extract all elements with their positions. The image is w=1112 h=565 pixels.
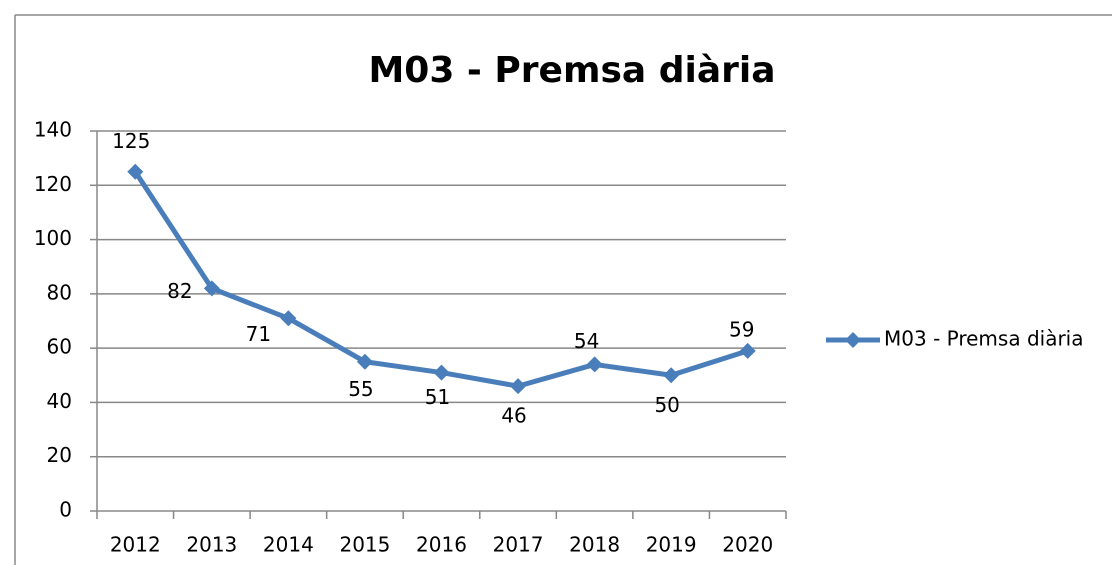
marker <box>739 342 756 359</box>
y-tick-label: 20 <box>47 443 72 467</box>
y-tick-label: 120 <box>34 172 72 196</box>
x-tick-label: 2019 <box>646 533 697 557</box>
y-tick-label: 60 <box>47 335 72 359</box>
x-tick-label: 2017 <box>493 533 544 557</box>
data-label: 71 <box>246 322 271 346</box>
x-tick-label: 2018 <box>569 533 620 557</box>
y-tick-label: 0 <box>59 498 72 522</box>
data-label: 55 <box>348 377 373 401</box>
chart-title: M03 - Premsa diària <box>368 50 775 91</box>
x-tick-label: 2015 <box>339 533 390 557</box>
legend-label: M03 - Premsa diària <box>884 327 1084 351</box>
y-tick-label: 40 <box>47 389 72 413</box>
x-tick-label: 2020 <box>722 533 773 557</box>
marker <box>586 356 603 373</box>
data-label: 50 <box>654 393 679 417</box>
x-tick-label: 2012 <box>110 533 161 557</box>
x-tick-label: 2014 <box>263 533 314 557</box>
y-tick-label: 140 <box>34 118 72 142</box>
y-tick-label: 100 <box>34 226 72 250</box>
marker <box>663 367 680 384</box>
x-tick-label: 2016 <box>416 533 467 557</box>
marker <box>510 378 527 395</box>
marker <box>280 310 297 327</box>
data-label: 59 <box>729 317 754 341</box>
marker <box>127 163 144 180</box>
x-tick-label: 2013 <box>186 533 237 557</box>
data-label: 54 <box>574 329 599 353</box>
marker <box>356 353 373 370</box>
data-label: 46 <box>501 404 526 428</box>
series-line <box>133 170 749 389</box>
data-label: 125 <box>112 129 150 153</box>
data-label: 82 <box>167 279 192 303</box>
y-tick-label: 80 <box>47 280 72 304</box>
marker <box>203 280 220 297</box>
legend-marker <box>845 332 861 348</box>
data-label: 51 <box>425 385 450 409</box>
marker <box>433 364 450 381</box>
